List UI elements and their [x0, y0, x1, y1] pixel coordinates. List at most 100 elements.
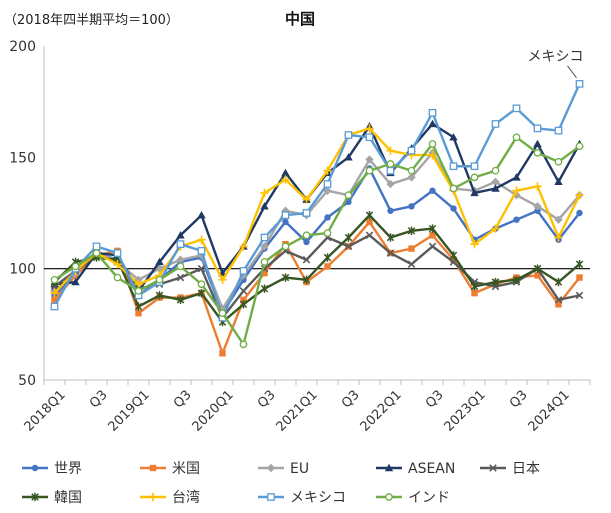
- data-point: [218, 309, 227, 318]
- data-point: [365, 133, 374, 142]
- data-point: [407, 166, 416, 175]
- data-point: [260, 188, 269, 198]
- x-tick-label: 2020Q1: [190, 388, 237, 435]
- legend-label: 韓国: [54, 490, 82, 506]
- data-point: [386, 160, 395, 168]
- data-point: [176, 295, 185, 305]
- x-tick-label: 2023Q1: [442, 388, 489, 435]
- data-point: [176, 273, 185, 282]
- legend-item: EU: [258, 461, 309, 477]
- series-line: [53, 151, 581, 310]
- legend-marker: [31, 492, 39, 502]
- data-point: [239, 340, 248, 349]
- data-point: [429, 232, 436, 239]
- data-point: [219, 350, 226, 357]
- data-point: [512, 186, 521, 195]
- data-point: [176, 255, 185, 264]
- data-point: [260, 258, 269, 266]
- data-point: [407, 146, 416, 155]
- legend-marker: [266, 463, 276, 473]
- data-point: [386, 146, 395, 155]
- legend-label: EU: [290, 461, 309, 477]
- legend-marker: [31, 464, 39, 472]
- x-tick-label: 2021Q1: [274, 388, 321, 435]
- legend-item: 韓国: [22, 490, 82, 506]
- data-point: [428, 224, 437, 233]
- data-point: [387, 207, 394, 214]
- data-point: [554, 233, 563, 242]
- data-point: [365, 231, 374, 240]
- legend-label: インド: [408, 490, 450, 506]
- data-point: [449, 251, 458, 260]
- series-6: [50, 124, 584, 298]
- data-point: [281, 242, 290, 251]
- legend-label: ASEAN: [408, 461, 455, 477]
- data-point: [260, 242, 269, 251]
- data-point: [533, 264, 542, 273]
- data-point: [533, 182, 542, 191]
- data-point: [428, 108, 437, 117]
- data-point: [92, 242, 101, 251]
- data-point: [260, 233, 269, 242]
- x-tick-label: Q3: [339, 388, 363, 412]
- data-point: [470, 188, 479, 197]
- data-point: [554, 177, 563, 186]
- data-point: [576, 209, 583, 217]
- data-point: [533, 124, 542, 133]
- y-tick-label: 200: [9, 39, 36, 55]
- data-point: [344, 191, 353, 200]
- x-tick-label: Q3: [507, 388, 531, 412]
- data-point: [491, 177, 500, 187]
- data-point: [239, 242, 248, 251]
- series-7: [50, 80, 584, 322]
- chart-title: 中国: [285, 10, 316, 28]
- data-point: [491, 184, 500, 192]
- data-point: [576, 274, 583, 281]
- series-8: [50, 133, 584, 349]
- legend-item: 米国: [140, 461, 200, 477]
- data-point: [197, 247, 206, 255]
- data-point: [302, 195, 311, 204]
- data-point: [239, 300, 248, 309]
- data-point: [366, 218, 373, 226]
- y-tick-label: 50: [18, 373, 36, 389]
- data-point: [344, 233, 353, 242]
- x-tick-label: 2024Q1: [526, 388, 573, 435]
- series-line: [54, 122, 581, 293]
- data-point: [218, 275, 227, 284]
- legend-item: インド: [376, 490, 450, 506]
- data-point: [491, 166, 500, 175]
- data-point: [50, 275, 59, 284]
- data-point: [281, 175, 290, 184]
- data-point: [344, 242, 353, 251]
- data-point: [512, 133, 521, 142]
- data-point: [428, 242, 437, 251]
- data-point: [344, 153, 353, 161]
- legend-marker: [149, 464, 157, 472]
- data-point: [575, 142, 584, 151]
- data-point: [155, 257, 164, 266]
- data-point: [407, 173, 416, 182]
- data-point: [344, 131, 353, 139]
- series-5: [50, 211, 584, 327]
- series-line: [53, 127, 581, 294]
- data-point: [554, 126, 563, 135]
- legend-marker: [489, 464, 497, 472]
- legend-item: メキシコ: [258, 490, 346, 506]
- legend-marker: [267, 493, 275, 501]
- data-point: [365, 166, 374, 175]
- x-tick-label: Q3: [171, 388, 195, 412]
- data-point: [534, 207, 541, 214]
- data-point: [491, 224, 500, 233]
- series-line: [53, 167, 581, 315]
- x-tick-label: Q3: [423, 388, 447, 412]
- data-point: [533, 149, 542, 157]
- data-point: [323, 229, 332, 237]
- legend-item: 世界: [22, 461, 82, 477]
- data-point: [365, 211, 374, 220]
- data-point: [450, 256, 457, 263]
- data-point: [155, 275, 164, 284]
- data-point: [323, 253, 332, 262]
- data-point: [386, 166, 395, 175]
- data-point: [239, 267, 248, 275]
